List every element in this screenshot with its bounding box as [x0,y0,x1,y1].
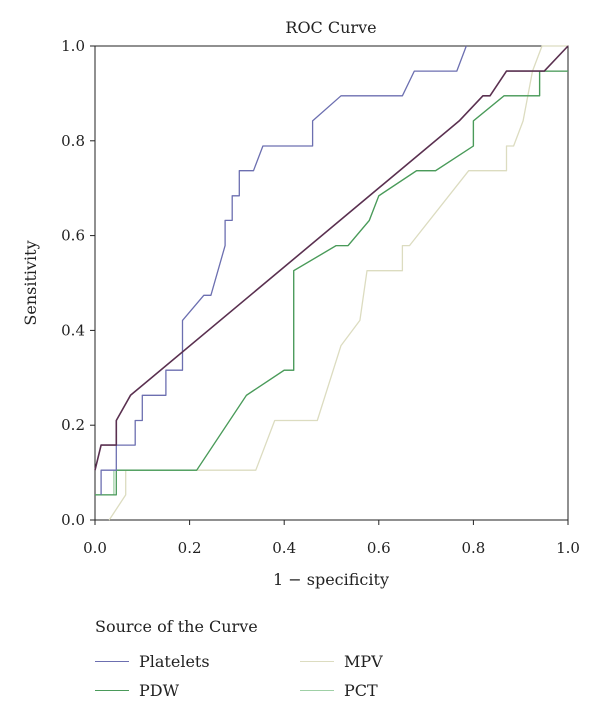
y-tick-label: 0.6 [61,227,85,245]
legend-title: Source of the Curve [95,617,258,636]
y-axis-ticks: 0.0 0.2 0.4 0.6 0.8 1.0 [61,37,95,529]
y-tick-label: 0.4 [61,321,85,339]
x-axis-label: 1 − specificity [273,570,389,589]
x-tick-label: 1.0 [556,539,580,557]
legend-label-pct: PCT [344,681,378,700]
x-tick-label: 0.0 [83,539,107,557]
legend-item-mpv: MPV [300,652,383,671]
x-tick-label: 0.2 [178,539,202,557]
pdw-series-line [95,70,568,496]
legend-label-pdw: PDW [139,681,180,700]
series-layer [94,45,569,521]
x-axis-ticks: 0.0 0.2 0.4 0.6 0.8 1.0 [83,520,580,557]
y-tick-label: 0.8 [61,132,85,150]
y-tick-label: 1.0 [61,37,85,55]
legend-swatch-platelets [95,661,129,662]
legend-item-platelets: Platelets [95,652,210,671]
x-tick-label: 0.8 [461,539,485,557]
legend-item-pct: PCT [300,681,378,700]
legend-swatch-pct [300,690,334,691]
legend-swatch-mpv [300,661,334,662]
y-tick-label: 0.0 [61,511,85,529]
x-tick-label: 0.6 [367,539,391,557]
x-tick-label: 0.4 [272,539,296,557]
chart-title: ROC Curve [285,18,376,37]
mpv-series-line [108,45,568,521]
platelets-series-line [100,45,467,495]
roc-chart: ROC Curve 0.00.20.40.60.81.0 0.0 0.2 0.4 0.… [21,18,580,589]
legend-swatch-pdw [95,690,129,691]
legend-item-pdw: PDW [95,681,179,700]
y-axis-label: Sensitivity [21,240,40,325]
reference-series-line [94,45,569,471]
legend-label-mpv: MPV [344,652,383,671]
legend-label-platelets: Platelets [139,652,210,671]
y-tick-label: 0.2 [61,416,85,434]
pct-series-line [95,70,568,496]
plot-frame [94,45,569,521]
